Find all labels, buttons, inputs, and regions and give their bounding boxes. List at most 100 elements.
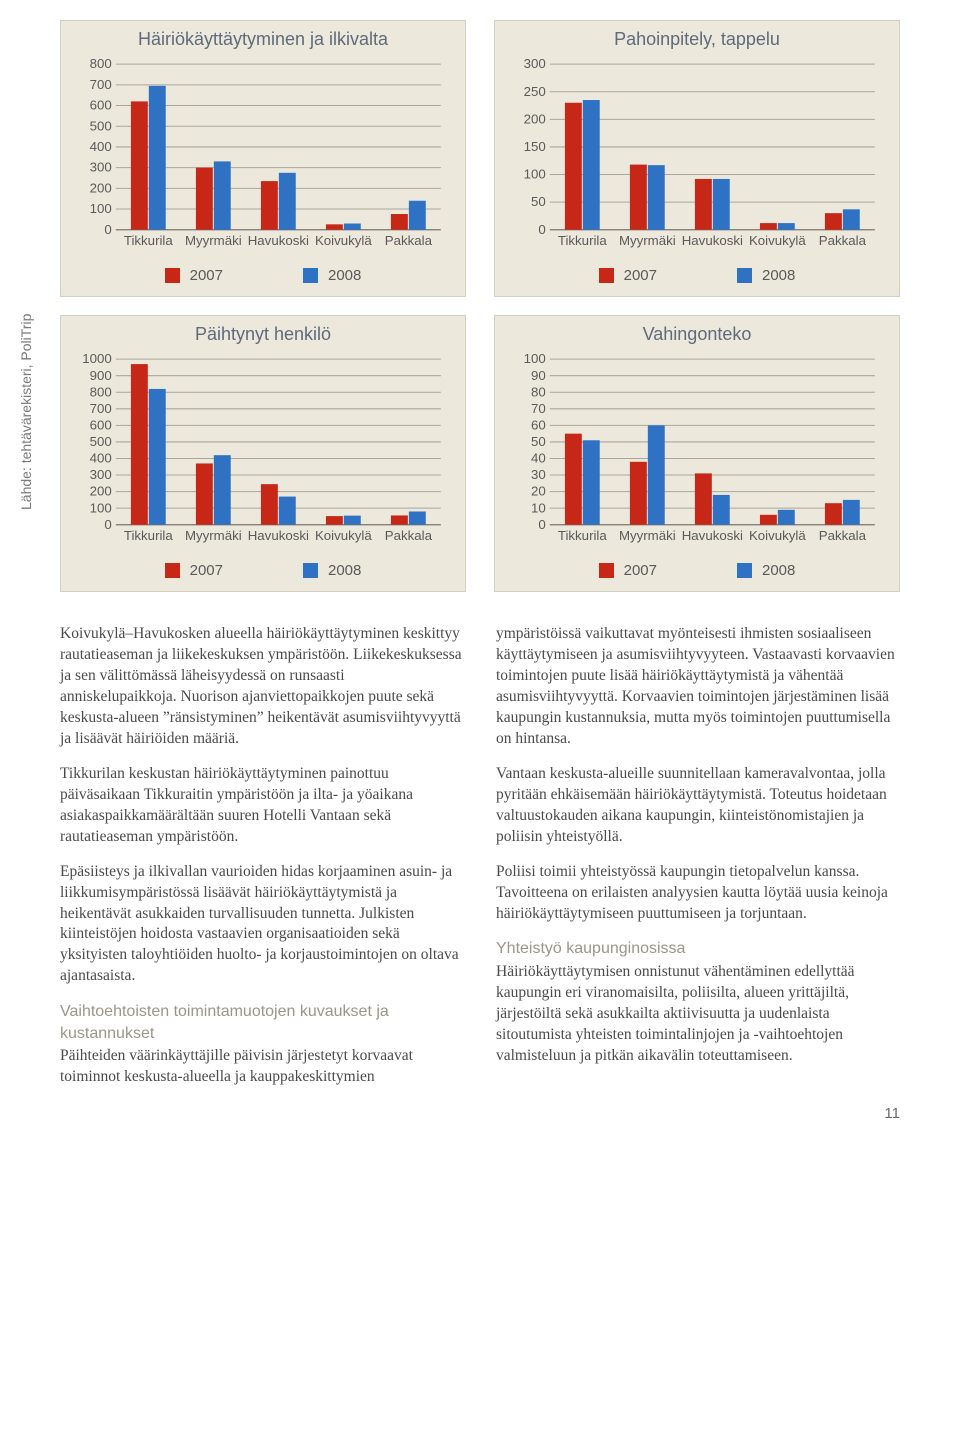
bar-2008 <box>648 165 665 230</box>
svg-text:Koivukylä: Koivukylä <box>315 528 372 543</box>
svg-text:300: 300 <box>90 467 112 482</box>
svg-text:100: 100 <box>524 167 546 182</box>
page-number: 11 <box>884 1105 900 1122</box>
svg-text:200: 200 <box>524 111 546 126</box>
svg-text:500: 500 <box>90 118 112 133</box>
svg-text:0: 0 <box>104 517 111 532</box>
bar-2007 <box>326 224 343 229</box>
chart-legend: 2007 2008 <box>599 267 796 284</box>
svg-text:400: 400 <box>90 139 112 154</box>
bar-2007 <box>196 464 213 525</box>
bar-2008 <box>409 512 426 525</box>
bar-2007 <box>261 181 278 230</box>
svg-text:200: 200 <box>90 484 112 499</box>
legend-item: 2008 <box>737 267 795 284</box>
chart-legend: 2007 2008 <box>165 267 362 284</box>
svg-text:Koivukylä: Koivukylä <box>315 233 372 248</box>
svg-text:Havukoski: Havukoski <box>248 233 309 248</box>
bar-2007 <box>131 364 148 525</box>
subheading: Vaihtoehtoisten toimintamuotojen kuvauks… <box>60 1001 464 1044</box>
subheading: Yhteistyö kaupunginosissa <box>496 938 900 960</box>
chart-svg: 050100150200250300TikkurilaMyyrmäkiHavuk… <box>513 58 881 252</box>
chart-title: Pahoinpitely, tappelu <box>614 29 780 50</box>
bar-2008 <box>149 86 166 230</box>
legend-item: 2007 <box>165 562 223 579</box>
bar-2007 <box>630 165 647 230</box>
bar-2007 <box>565 103 582 230</box>
svg-text:Myyrmäki: Myyrmäki <box>185 528 242 543</box>
svg-text:Havukoski: Havukoski <box>682 233 743 248</box>
legend-item: 2007 <box>165 267 223 284</box>
bar-2008 <box>279 497 296 525</box>
legend-item: 2008 <box>303 562 361 579</box>
legend-item: 2008 <box>737 562 795 579</box>
svg-text:Tikkurila: Tikkurila <box>124 528 174 543</box>
legend-label: 2008 <box>762 562 795 579</box>
svg-text:Myyrmäki: Myyrmäki <box>619 528 676 543</box>
bar-2008 <box>843 500 860 525</box>
svg-text:0: 0 <box>538 517 545 532</box>
svg-text:300: 300 <box>90 160 112 175</box>
bar-2007 <box>695 179 712 230</box>
svg-text:Koivukylä: Koivukylä <box>749 528 806 543</box>
svg-text:20: 20 <box>531 484 546 499</box>
svg-text:Tikkurila: Tikkurila <box>124 233 174 248</box>
svg-text:250: 250 <box>524 84 546 99</box>
legend-label: 2007 <box>190 562 223 579</box>
bar-2008 <box>648 426 665 525</box>
col-left: Koivukylä–Havukosken alueella häiriökäyt… <box>60 624 464 1102</box>
para: ympäristöissä vaikuttavat myönteisesti i… <box>496 624 900 750</box>
legend-swatch <box>165 268 180 283</box>
svg-text:90: 90 <box>531 368 546 383</box>
chart-area: 050100150200250300TikkurilaMyyrmäkiHavuk… <box>513 58 881 257</box>
svg-text:Pakkala: Pakkala <box>385 528 433 543</box>
bar-2007 <box>196 168 213 230</box>
chart-title: Häiriökäyttäytyminen ja ilkivalta <box>138 29 388 50</box>
svg-text:Myyrmäki: Myyrmäki <box>185 233 242 248</box>
svg-text:Havukoski: Havukoski <box>682 528 743 543</box>
charts-grid: Häiriökäyttäytyminen ja ilkivalta0100200… <box>60 20 900 592</box>
svg-text:100: 100 <box>524 353 546 366</box>
svg-text:Koivukylä: Koivukylä <box>749 233 806 248</box>
svg-text:900: 900 <box>90 368 112 383</box>
svg-text:100: 100 <box>90 201 112 216</box>
bar-2008 <box>214 161 231 229</box>
chart-legend: 2007 2008 <box>599 562 796 579</box>
svg-text:400: 400 <box>90 451 112 466</box>
chart-panel: Pahoinpitely, tappelu050100150200250300T… <box>494 20 900 297</box>
legend-label: 2008 <box>328 267 361 284</box>
bar-2008 <box>409 201 426 230</box>
legend-label: 2008 <box>328 562 361 579</box>
legend-item: 2007 <box>599 267 657 284</box>
svg-text:700: 700 <box>90 401 112 416</box>
legend-item: 2007 <box>599 562 657 579</box>
para: Epäsiisteys ja ilkivallan vaurioiden hid… <box>60 862 464 988</box>
bar-2008 <box>778 510 795 525</box>
bar-2008 <box>713 495 730 525</box>
svg-text:Tikkurila: Tikkurila <box>558 528 608 543</box>
chart-title: Vahingonteko <box>643 324 752 345</box>
svg-text:40: 40 <box>531 451 546 466</box>
svg-text:300: 300 <box>524 58 546 71</box>
para: Poliisi toimii yhteistyössä kaupungin ti… <box>496 862 900 925</box>
legend-label: 2008 <box>762 267 795 284</box>
bar-2008 <box>344 516 361 525</box>
legend-swatch <box>737 268 752 283</box>
svg-text:600: 600 <box>90 98 112 113</box>
bar-2008 <box>583 440 600 524</box>
bar-2007 <box>760 515 777 525</box>
chart-svg: 0100200300400500600700800TikkurilaMyyrmä… <box>79 58 447 252</box>
chart-panel: Vahingonteko0102030405060708090100Tikkur… <box>494 315 900 592</box>
para: Vantaan keskusta-alueille suunnitellaan … <box>496 764 900 848</box>
chart-panel: Päihtynyt henkilö01002003004005006007008… <box>60 315 466 592</box>
bar-2007 <box>760 223 777 230</box>
legend-swatch <box>165 563 180 578</box>
svg-text:800: 800 <box>90 385 112 400</box>
bar-2007 <box>391 214 408 230</box>
svg-text:Pakkala: Pakkala <box>385 233 433 248</box>
bar-2008 <box>344 224 361 230</box>
chart-title: Päihtynyt henkilö <box>195 324 331 345</box>
bar-2008 <box>843 209 860 229</box>
svg-text:50: 50 <box>531 194 546 209</box>
chart-panel: Häiriökäyttäytyminen ja ilkivalta0100200… <box>60 20 466 297</box>
